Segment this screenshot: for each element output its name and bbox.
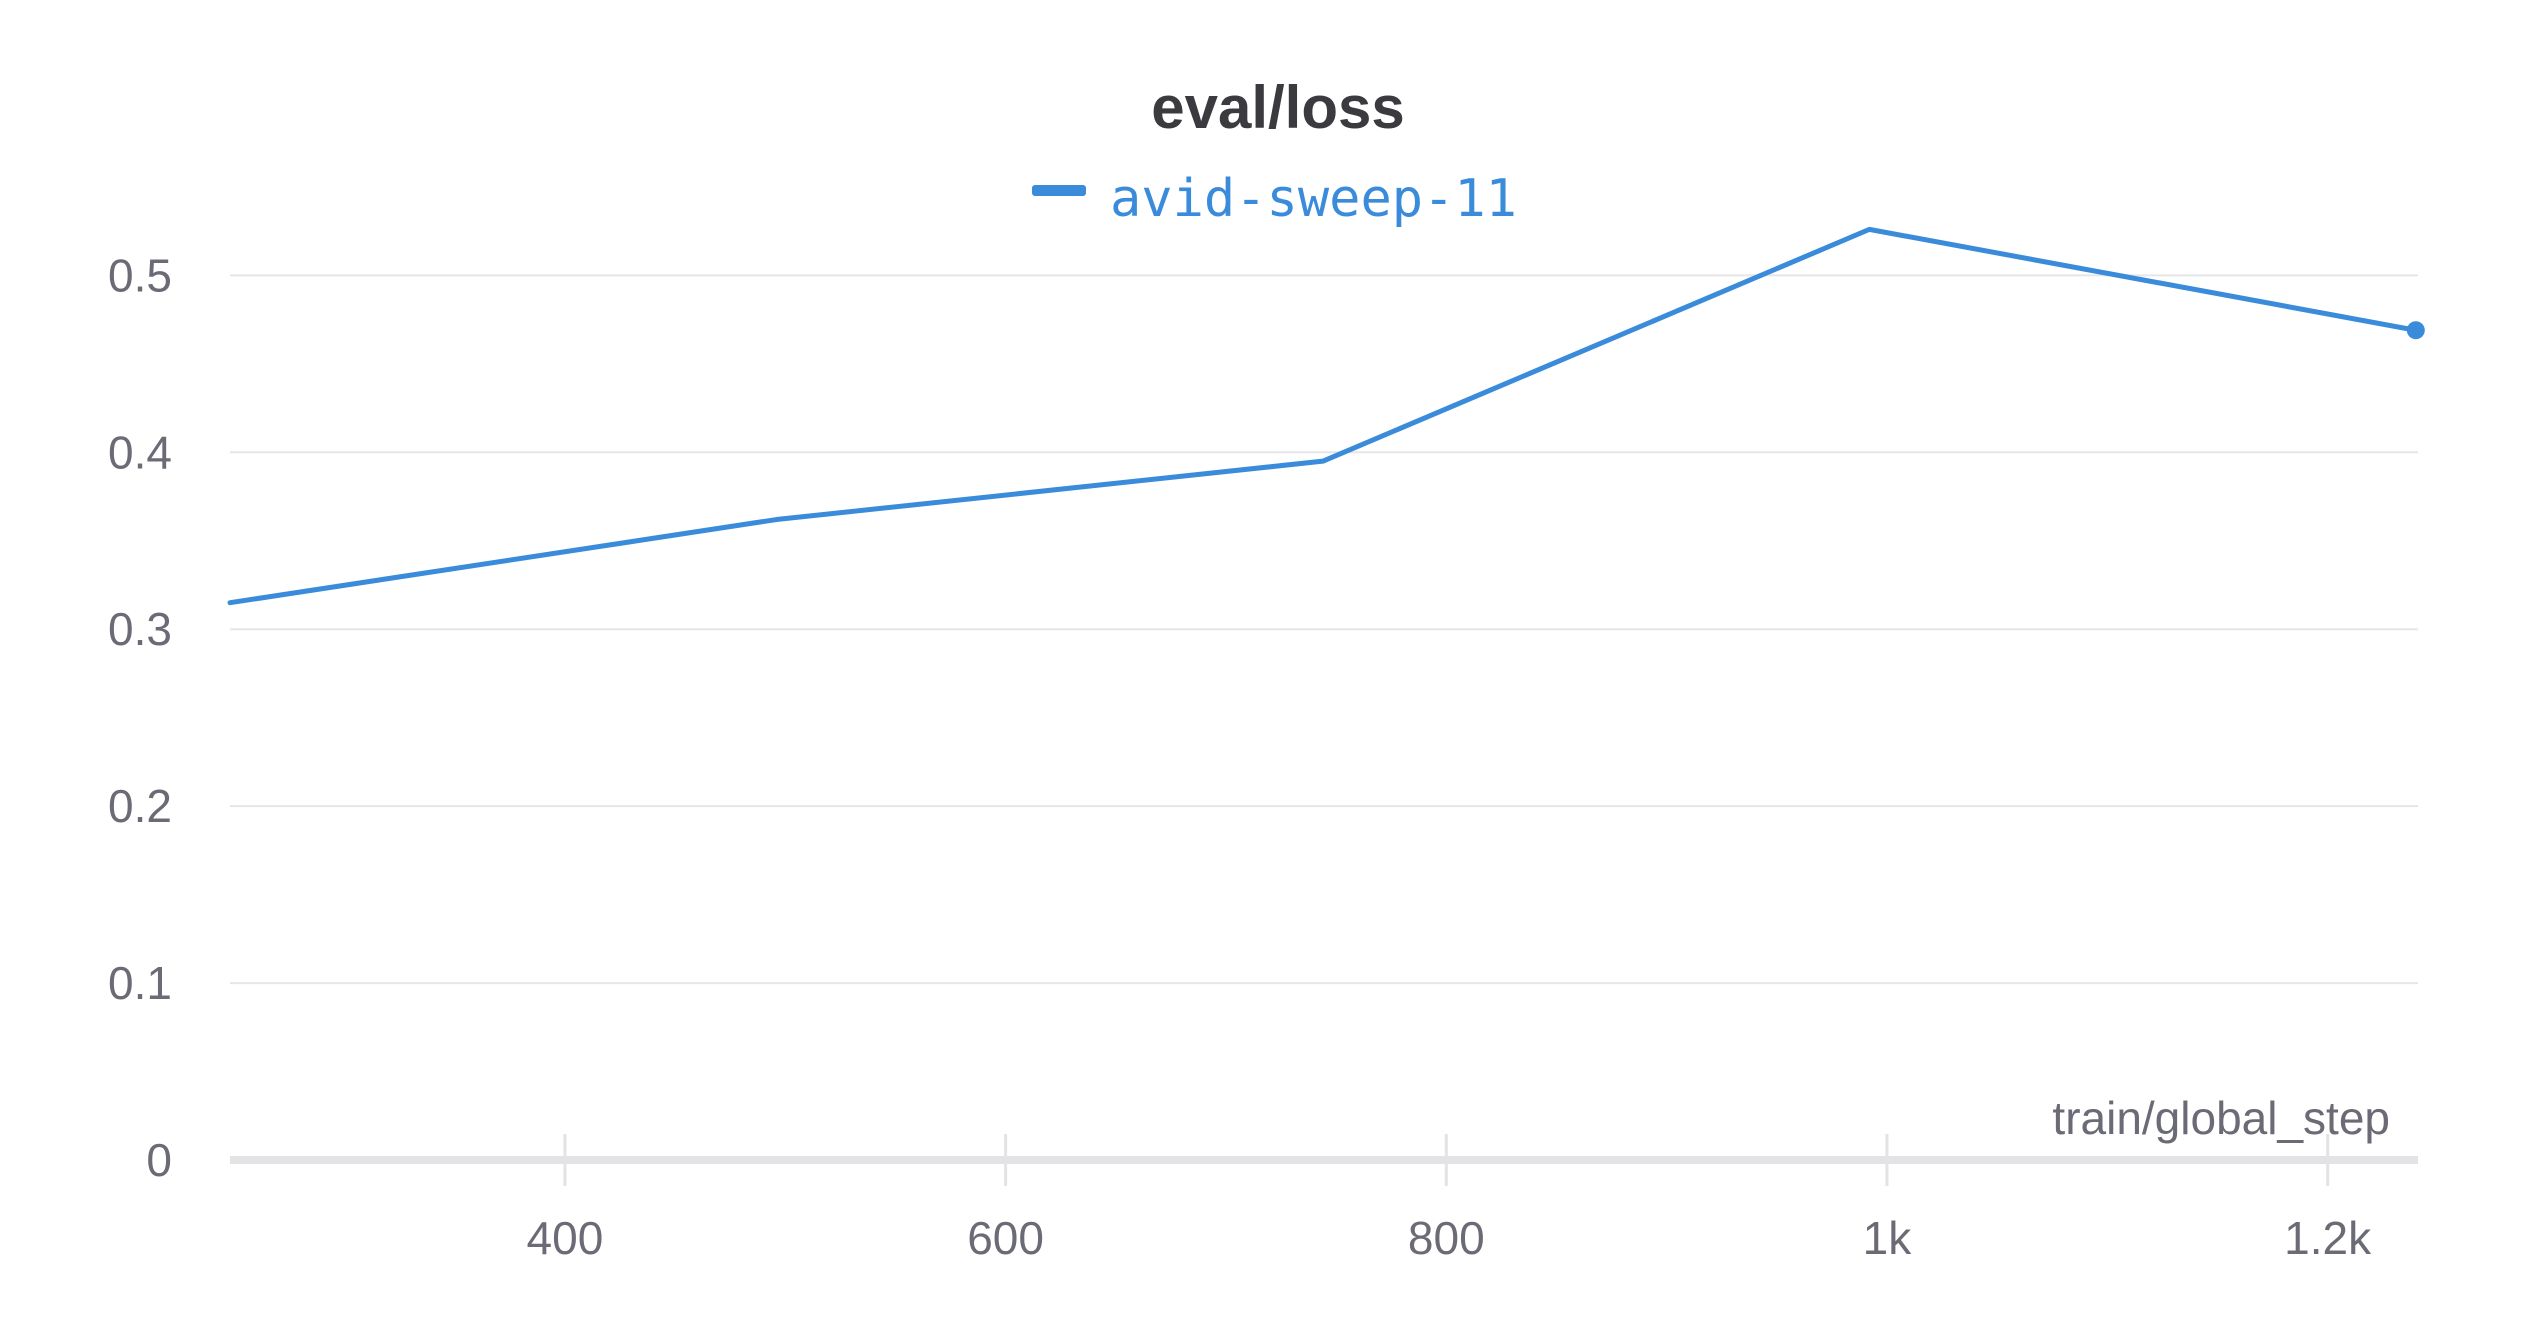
y-tick-label-0.5: 0.5: [108, 249, 172, 301]
y-tick-label-0.1: 0.1: [108, 957, 172, 1009]
y-tick-label-0.2: 0.2: [108, 780, 172, 832]
x-tick-label-600: 600: [967, 1212, 1044, 1264]
y-axis-ticks: 0 0.1 0.2 0.3 0.4 0.5: [108, 249, 172, 1186]
series-last-point[interactable]: [2406, 321, 2425, 340]
x-tick-label-800: 800: [1408, 1212, 1485, 1264]
grid-lines: [230, 274, 2418, 985]
x-tick-label-1k: 1k: [1863, 1212, 1913, 1264]
x-axis: 400 600 800 1k 1.2k: [230, 1134, 2418, 1264]
y-tick-label-0.3: 0.3: [108, 603, 172, 655]
series-avid-sweep-11[interactable]: [227, 226, 2425, 606]
x-tick-label-1.2k: 1.2k: [2284, 1212, 2372, 1264]
y-tick-label-0: 0: [146, 1134, 172, 1186]
series-line-0[interactable]: [227, 226, 2419, 606]
y-tick-label-0.4: 0.4: [108, 426, 172, 478]
legend-label-avid-sweep-11: avid-sweep-11: [1110, 169, 1517, 229]
x-axis-label: train/global_step: [2052, 1092, 2390, 1144]
x-tick-label-400: 400: [527, 1212, 604, 1264]
chart-title: eval/loss: [1151, 74, 1405, 141]
legend[interactable]: avid-sweep-11: [1032, 169, 1517, 229]
legend-swatch: [1032, 185, 1086, 196]
